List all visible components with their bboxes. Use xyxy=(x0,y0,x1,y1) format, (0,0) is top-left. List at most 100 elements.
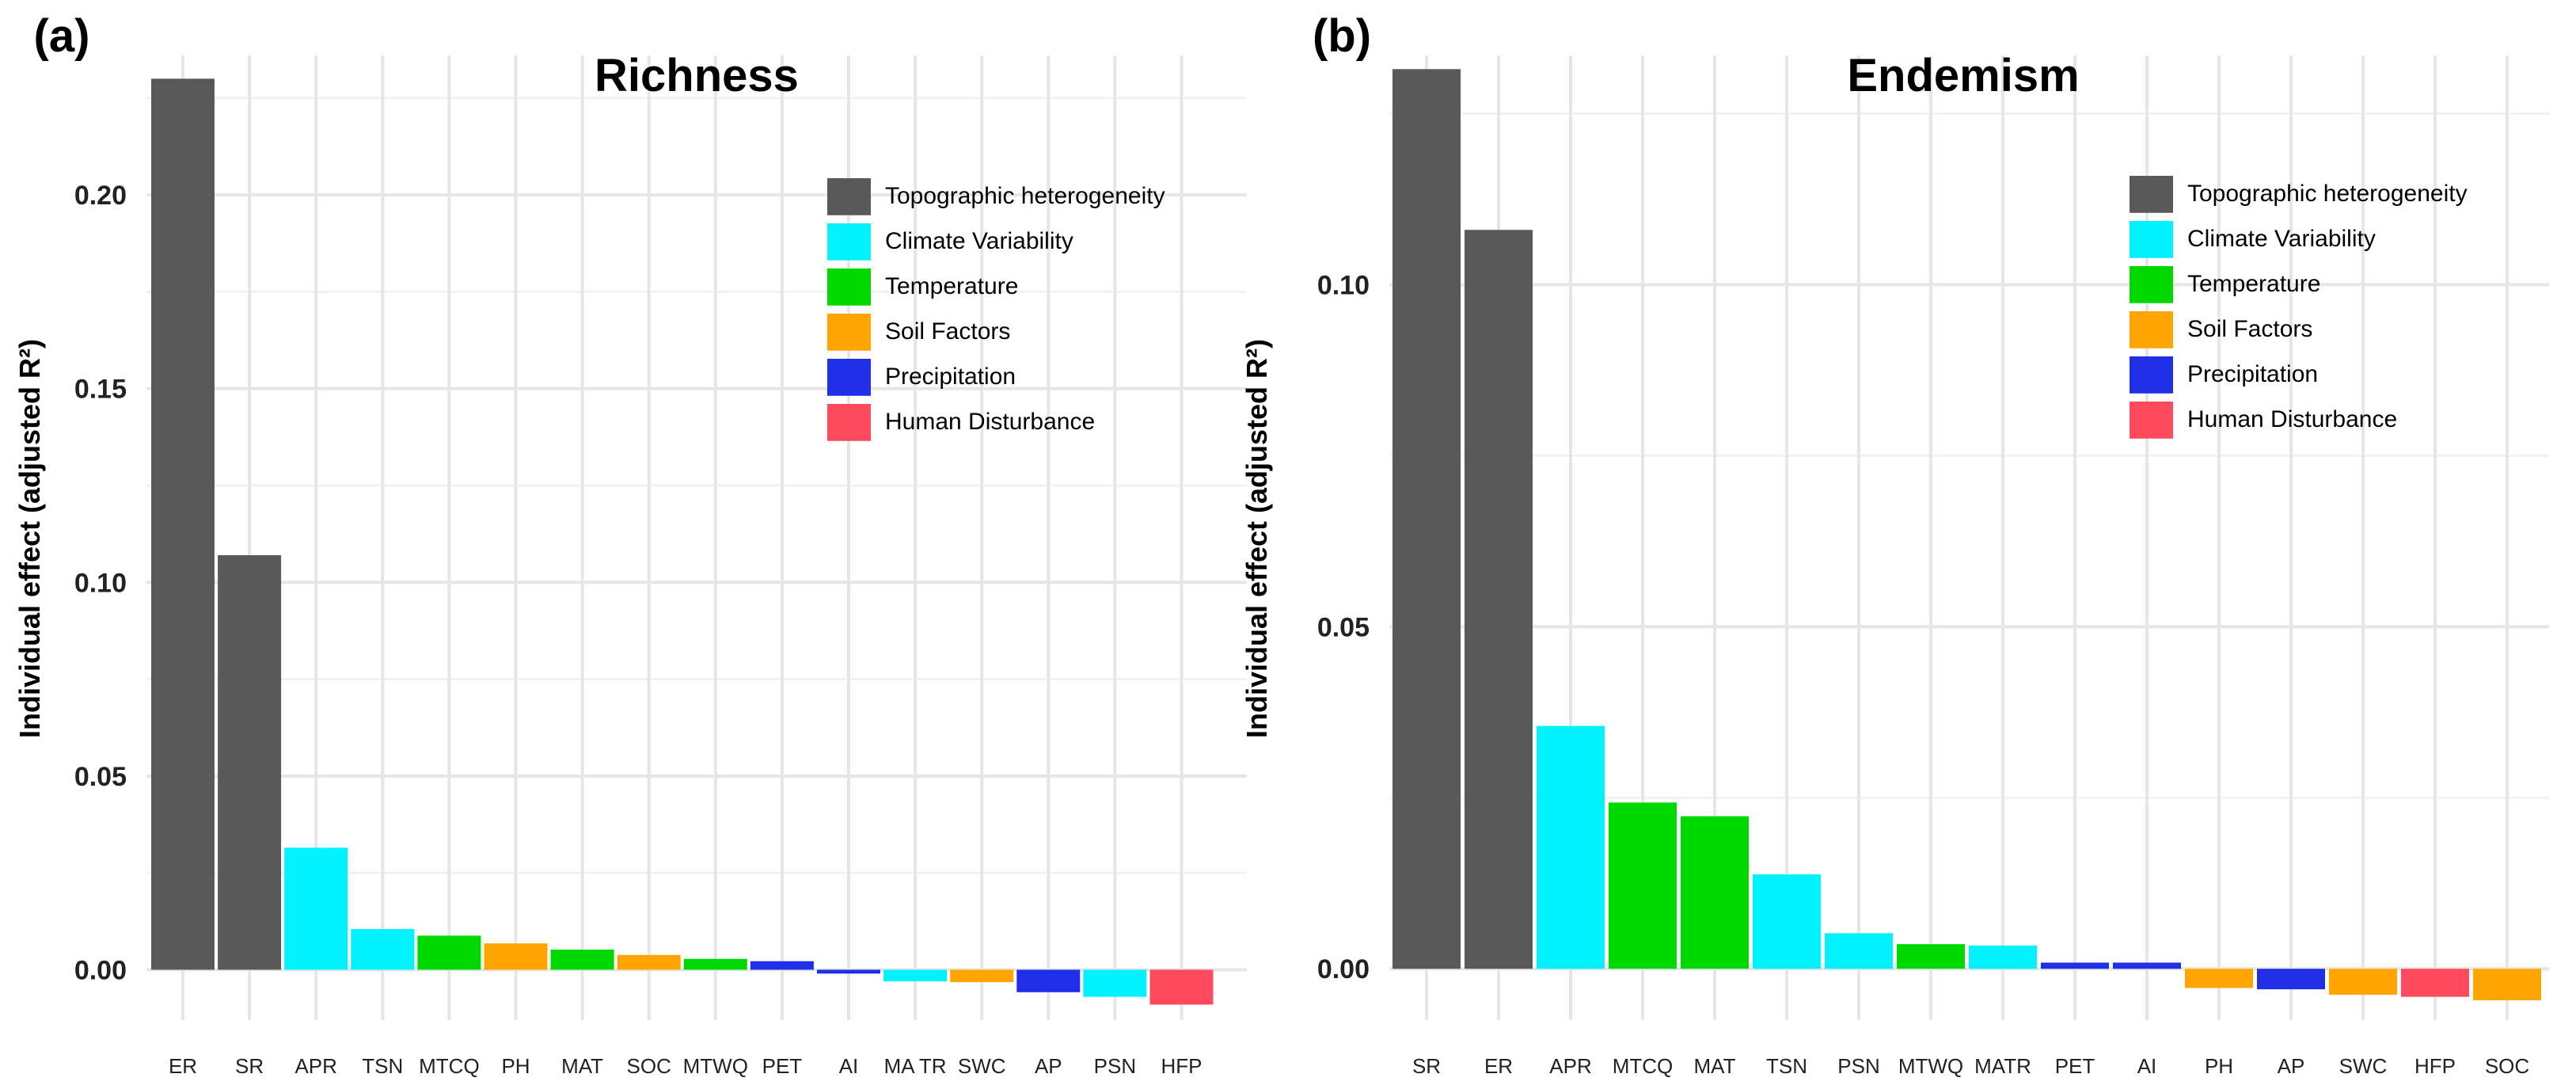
legend-label: Human Disturbance xyxy=(885,409,1095,435)
chart-title: Endemism xyxy=(1847,50,2079,101)
bar-mat xyxy=(1681,816,1749,969)
bar-soc xyxy=(2473,969,2541,1000)
x-tick-label: SR xyxy=(1412,1054,1441,1078)
x-tick-label: MTWQ xyxy=(683,1054,748,1078)
bar-matr xyxy=(883,969,948,982)
bar-ap xyxy=(1016,969,1081,992)
x-tick-label: AI xyxy=(2137,1054,2157,1078)
legend-swatch xyxy=(827,404,871,441)
bar-hfp xyxy=(2401,969,2469,997)
x-tick-label: MAT xyxy=(561,1054,603,1078)
x-tick-label: PET xyxy=(762,1054,803,1078)
legend-swatch xyxy=(827,359,871,396)
legend-label: Precipitation xyxy=(2187,361,2318,387)
bar-ph xyxy=(484,943,548,970)
bar-ph xyxy=(2185,969,2253,988)
legend-label: Climate Variability xyxy=(2187,226,2376,252)
chart-title: Richness xyxy=(595,50,799,101)
y-tick-label: 0.15 xyxy=(74,375,127,405)
legend-label: Soil Factors xyxy=(2187,316,2312,342)
chart-panel-endemism: 0.00 0.05 0.10 SR ER APR MTCQ MAT TSN PSN MTWQ MATR… xyxy=(1241,10,2549,1078)
y-tick-label: 0.10 xyxy=(1317,270,1370,300)
bar-swc xyxy=(2329,969,2397,996)
legend-swatch xyxy=(2130,356,2173,394)
x-tick-label: MTWQ xyxy=(1898,1054,1963,1078)
x-tick-label: MTCQ xyxy=(1613,1054,1674,1078)
x-tick-label: SR xyxy=(235,1054,264,1078)
x-tick-label: SOC xyxy=(2485,1054,2529,1078)
legend-label: Temperature xyxy=(2187,271,2320,297)
panel-label: (a) xyxy=(34,10,90,62)
y-tick-label: 0.10 xyxy=(74,568,127,598)
x-tick-label: AP xyxy=(2278,1054,2305,1078)
x-tick-label: MA TR xyxy=(884,1054,947,1078)
x-tick-label: MTCQ xyxy=(419,1054,480,1078)
bar-apr xyxy=(284,847,348,970)
x-tick-label: MAT xyxy=(1694,1054,1736,1078)
x-tick-label: TSN xyxy=(362,1054,403,1078)
y-tick-label: 0.00 xyxy=(74,955,127,985)
panel-label: (b) xyxy=(1313,10,1371,62)
legend: Topographic heterogeneity Climate Variabi… xyxy=(827,178,1165,441)
legend-swatch xyxy=(827,268,871,306)
legend-swatch xyxy=(2130,402,2173,439)
bar-tsn xyxy=(1753,874,1821,969)
bar-ai xyxy=(2113,962,2181,969)
bar-mtwq xyxy=(683,958,747,970)
legend-label: Topographic heterogeneity xyxy=(885,183,1165,209)
legend-swatch xyxy=(2130,266,2173,303)
bar-mat xyxy=(550,949,614,970)
bar-matr xyxy=(1969,945,2037,969)
bar-er xyxy=(1465,230,1533,969)
x-tick-label: PH xyxy=(501,1054,530,1078)
x-tick-label: PSN xyxy=(1837,1054,1879,1078)
bar-pet xyxy=(750,961,814,970)
y-tick-label: 0.20 xyxy=(74,181,127,211)
x-tick-label: AI xyxy=(839,1054,859,1078)
legend: Topographic heterogeneity Climate Variabi… xyxy=(2130,176,2468,439)
y-axis-label: Individual effect (adjusted R²) xyxy=(13,339,46,738)
legend-swatch xyxy=(2130,176,2173,213)
x-tick-label: HFP xyxy=(2415,1054,2456,1078)
x-tick-label: AP xyxy=(1035,1054,1062,1078)
legend-label: Human Disturbance xyxy=(2187,406,2397,432)
x-tick-label: SOC xyxy=(627,1054,671,1078)
legend-label: Temperature xyxy=(885,273,1018,299)
legend-label: Precipitation xyxy=(885,364,1016,390)
legend-label: Soil Factors xyxy=(885,318,1010,345)
x-tick-label: MATR xyxy=(1974,1054,2031,1078)
bar-soc xyxy=(617,954,681,970)
x-tick-label: ER xyxy=(169,1054,197,1078)
y-axis-label: Individual effect (adjusted R²) xyxy=(1241,339,1273,738)
bar-psn xyxy=(1083,969,1147,997)
bar-psn xyxy=(1825,933,1893,969)
legend-swatch xyxy=(827,314,871,351)
bar-mtwq xyxy=(1897,944,1965,969)
legend-swatch xyxy=(827,223,871,261)
bar-swc xyxy=(950,969,1014,983)
x-tick-label: PH xyxy=(2205,1054,2233,1078)
x-tick-label: HFP xyxy=(1161,1054,1203,1078)
bar-ai xyxy=(817,969,880,974)
legend-swatch xyxy=(2130,221,2173,258)
bar-mtcq xyxy=(1609,802,1677,969)
x-tick-label: SWC xyxy=(2339,1054,2388,1078)
bar-er xyxy=(151,78,215,970)
bar-hfp xyxy=(1149,969,1214,1005)
chart-panel-richness: 0.00 0.05 0.10 0.15 0.20 ER SR APR TSN MTCQ PH MAT S… xyxy=(13,10,1247,1078)
x-tick-label: APR xyxy=(1549,1054,1591,1078)
bar-sr xyxy=(1392,69,1461,969)
y-tick-label: 0.00 xyxy=(1317,954,1370,984)
y-tick-label: 0.05 xyxy=(1317,612,1370,642)
legend-swatch xyxy=(827,178,871,215)
legend-swatch xyxy=(2130,311,2173,348)
bar-sr xyxy=(218,555,282,970)
x-tick-label: ER xyxy=(1484,1054,1513,1078)
bar-tsn xyxy=(351,929,415,970)
bar-mtcq xyxy=(417,935,481,970)
bar-apr xyxy=(1537,725,1605,969)
x-tick-label: SWC xyxy=(958,1054,1006,1078)
x-tick-label: APR xyxy=(294,1054,336,1078)
x-tick-label: PSN xyxy=(1094,1054,1136,1078)
